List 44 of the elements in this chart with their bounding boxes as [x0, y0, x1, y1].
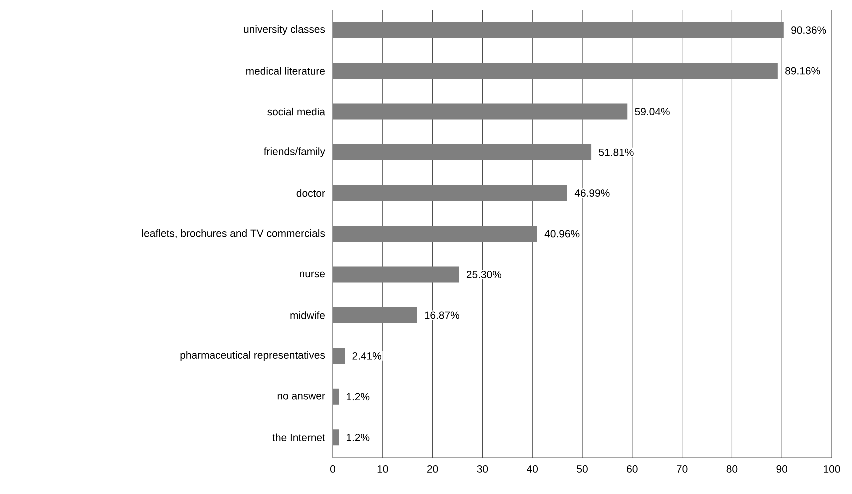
- bar: [333, 22, 784, 38]
- bar: [333, 144, 592, 161]
- data-label: 59.04%: [635, 108, 670, 116]
- x-tick-label: 90: [776, 466, 788, 473]
- bar: [333, 388, 339, 405]
- y-tick-label: leaflets, brochures and TV commercials: [142, 230, 326, 238]
- bar: [333, 266, 460, 283]
- data-label: 51.81%: [599, 148, 634, 156]
- data-label: 1.2%: [346, 393, 370, 401]
- bar: [333, 104, 628, 120]
- data-label: 2.41%: [352, 352, 382, 360]
- y-tick-label: medical literature: [246, 67, 325, 75]
- y-tick-label: social media: [268, 108, 326, 116]
- bar: [333, 226, 538, 242]
- x-tick-label: 50: [577, 466, 588, 473]
- data-label: 89.16%: [786, 67, 820, 75]
- x-tick-label: 10: [378, 466, 388, 473]
- x-tick-label: 30: [477, 466, 488, 473]
- y-tick-label: friends/family: [264, 148, 326, 158]
- bar: [333, 430, 339, 446]
- x-tick-label: 100: [824, 466, 840, 473]
- y-tick-label: no answer: [278, 394, 326, 400]
- x-tick-label: 70: [677, 466, 688, 473]
- y-tick-label: pharmaceutical representatives: [180, 351, 326, 362]
- x-tick-label: 80: [726, 466, 738, 473]
- data-label: 1.2%: [346, 434, 370, 442]
- data-label: 16.87%: [425, 312, 460, 320]
- x-tick-label: 0: [330, 466, 336, 473]
- data-label: 90.36%: [792, 26, 826, 34]
- data-label: 40.96%: [544, 230, 580, 238]
- x-tick-label: 20: [428, 466, 438, 473]
- y-tick-label: midwife: [290, 312, 326, 320]
- data-label: 46.99%: [574, 190, 610, 197]
- data-label: 25.30%: [466, 271, 502, 278]
- x-tick-label: 60: [627, 466, 638, 473]
- y-tick-label: university classes: [244, 25, 326, 36]
- y-tick-label: doctor: [296, 189, 326, 198]
- bar: [333, 348, 346, 364]
- bar: [333, 63, 778, 80]
- bar: [333, 185, 568, 202]
- y-tick-label: nurse: [300, 272, 326, 278]
- bar: [333, 307, 418, 324]
- x-tick-label: 40: [527, 466, 538, 473]
- y-tick-label: the Internet: [272, 434, 326, 442]
